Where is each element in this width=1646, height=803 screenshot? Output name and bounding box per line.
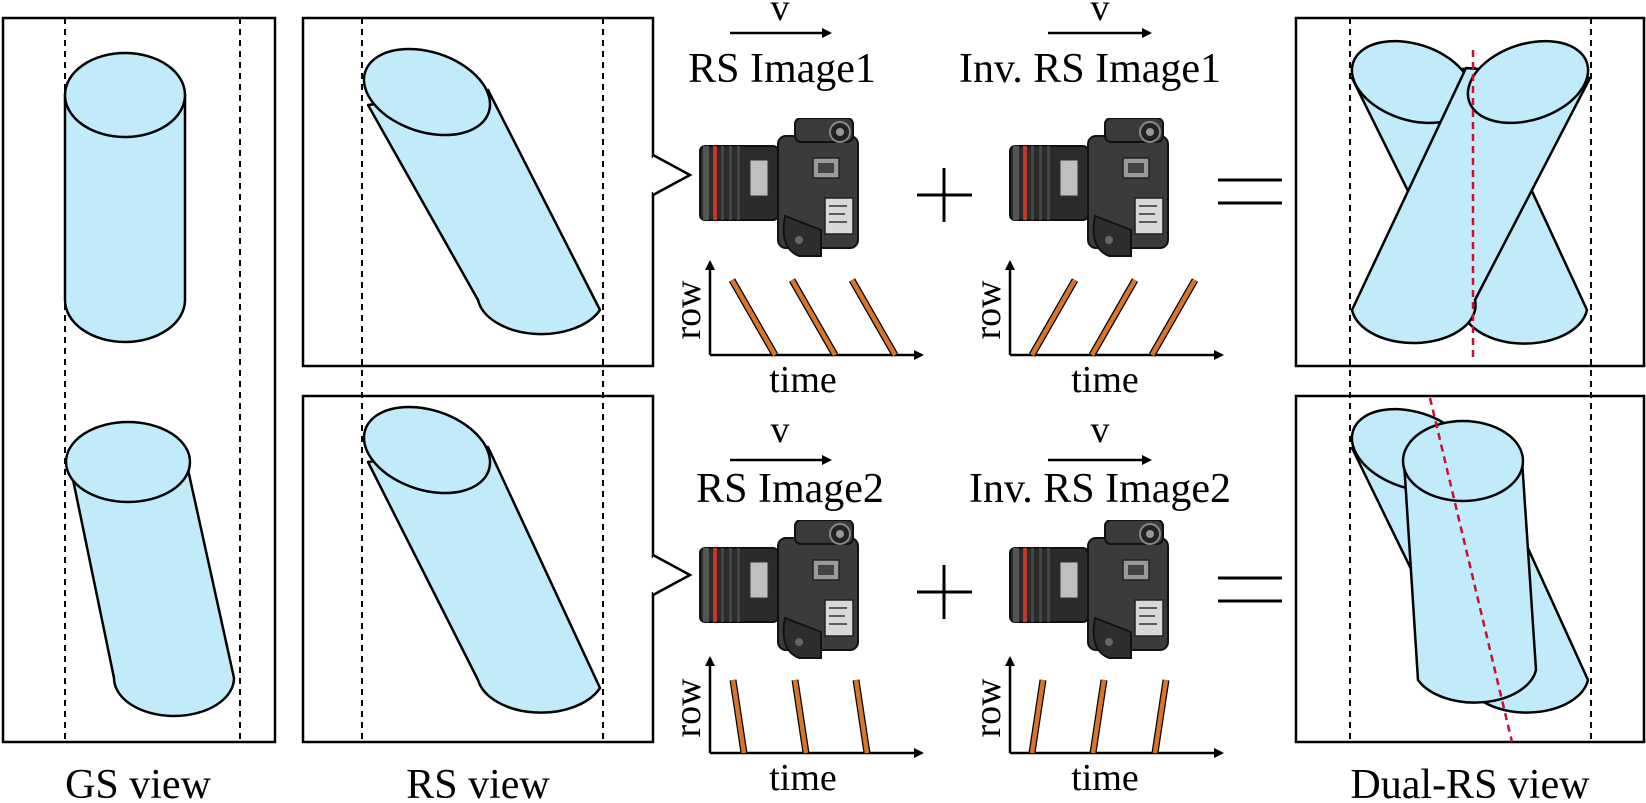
rs-view-caption: RS view bbox=[406, 762, 550, 803]
inv-rs-image-label: Inv. RS Image1 bbox=[959, 46, 1221, 92]
x-axis-label: time bbox=[1071, 359, 1139, 401]
cylinder-sheared-top bbox=[362, 47, 602, 336]
velocity-label: v bbox=[771, 409, 790, 451]
gs-view-panel bbox=[1, 16, 277, 744]
cylinder-slanted bbox=[64, 420, 236, 718]
row-time-plot-inv-rs: row time bbox=[967, 656, 1224, 799]
scanline-segments bbox=[1028, 679, 1170, 754]
y-axis-label: row bbox=[667, 280, 709, 340]
x-axis-label: time bbox=[769, 757, 837, 799]
y-axis-label: row bbox=[667, 678, 709, 738]
scanline-segments bbox=[1028, 278, 1199, 357]
camera-icon bbox=[1009, 118, 1169, 257]
rs-view-panel bbox=[301, 16, 693, 744]
velocity-label: v bbox=[1091, 0, 1110, 29]
plus-operator bbox=[917, 168, 972, 222]
dual-rs-cylinders-bottom bbox=[1350, 397, 1590, 743]
dual-rs-cylinders-top bbox=[1350, 39, 1592, 358]
velocity-label: v bbox=[1091, 409, 1110, 451]
equals-operator bbox=[1218, 576, 1282, 603]
velocity-label: v bbox=[771, 0, 790, 29]
equals-operator bbox=[1218, 178, 1282, 205]
dual-rs-view-panel bbox=[1294, 16, 1646, 744]
plus-operator bbox=[917, 565, 972, 619]
y-axis-label: row bbox=[967, 678, 1009, 738]
rs-image-label: RS Image1 bbox=[688, 46, 876, 92]
inv-rs-image-label: Inv. RS Image2 bbox=[969, 466, 1231, 512]
camera-icon bbox=[699, 520, 859, 659]
callout-pointer bbox=[652, 153, 693, 197]
x-axis-label: time bbox=[769, 359, 837, 401]
camera-icon bbox=[1009, 520, 1169, 659]
camera-icon bbox=[699, 118, 859, 257]
row-1: v v RS Image1 Inv. RS Image1 bbox=[667, 0, 1282, 401]
row-time-plot-rs: row time bbox=[667, 260, 924, 401]
rs-image-label: RS Image2 bbox=[696, 466, 884, 512]
gs-view-caption: GS view bbox=[65, 762, 212, 803]
callout-pointer bbox=[652, 553, 693, 597]
cylinder-sheared-bottom bbox=[362, 405, 602, 714]
scanline-segments bbox=[729, 679, 871, 754]
scanline-segments bbox=[728, 278, 899, 357]
x-axis-label: time bbox=[1071, 757, 1139, 799]
row-time-plot-inv-rs: row time bbox=[967, 260, 1224, 401]
row-time-plot-rs: row time bbox=[667, 656, 924, 799]
y-axis-label: row bbox=[967, 280, 1009, 340]
dual-rs-view-caption: Dual-RS view bbox=[1350, 762, 1590, 803]
reconstruction-line bbox=[1428, 397, 1514, 743]
cylinder-upright bbox=[63, 51, 187, 344]
row-2: v v RS Image2 Inv. RS Image2 bbox=[667, 409, 1282, 799]
